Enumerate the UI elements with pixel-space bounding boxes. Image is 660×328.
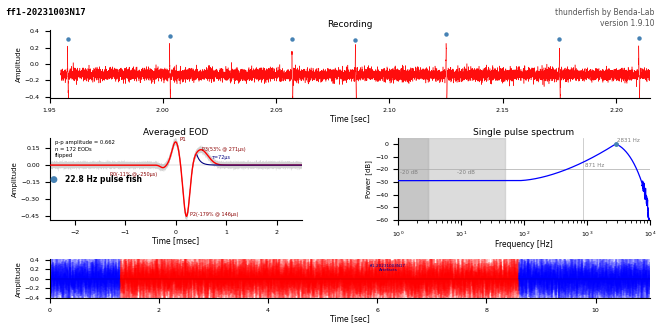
Text: -20 dB: -20 dB <box>457 170 475 175</box>
Text: -20 dB: -20 dB <box>400 170 418 175</box>
Text: P2(-179% @ 146μs): P2(-179% @ 146μs) <box>190 212 238 217</box>
Text: 871 Hz: 871 Hz <box>585 163 605 168</box>
X-axis label: Frequency [Hz]: Frequency [Hz] <box>495 240 553 249</box>
Text: flipped: flipped <box>55 153 73 158</box>
Y-axis label: Power [dB]: Power [dB] <box>366 160 372 198</box>
Text: 2831 Hz: 2831 Hz <box>617 138 640 143</box>
X-axis label: Time [msec]: Time [msec] <box>152 236 199 245</box>
Text: P0(-11% @ -250μs): P0(-11% @ -250μs) <box>110 173 157 177</box>
Bar <box>398 138 428 220</box>
Text: n = 172 EODs: n = 172 EODs <box>55 147 91 152</box>
Text: 22.8 Hz pulse fish: 22.8 Hz pulse fish <box>65 175 142 184</box>
Title: Averaged EOD: Averaged EOD <box>143 128 209 137</box>
Text: P3(53% @ 271μs): P3(53% @ 271μs) <box>202 147 246 152</box>
Y-axis label: Amplitude: Amplitude <box>12 161 18 197</box>
X-axis label: Time [sec]: Time [sec] <box>330 114 370 124</box>
Text: τ=72μs: τ=72μs <box>212 155 231 160</box>
Text: ff1-20231003N17: ff1-20231003N17 <box>5 8 86 17</box>
Text: P1: P1 <box>180 136 186 142</box>
Y-axis label: Amplitude: Amplitude <box>16 261 22 297</box>
Text: ●: ● <box>50 175 57 184</box>
X-axis label: Time [sec]: Time [sec] <box>330 315 370 324</box>
Bar <box>428 138 505 220</box>
Y-axis label: Amplitude: Amplitude <box>16 46 22 82</box>
Title: Recording: Recording <box>327 20 372 29</box>
Text: ff1-20231003N17
Artefacts: ff1-20231003N17 Artefacts <box>370 264 406 272</box>
Text: p-p amplitude = 0.662: p-p amplitude = 0.662 <box>55 140 115 145</box>
Text: thunderfish by Benda-Lab
version 1.9.10: thunderfish by Benda-Lab version 1.9.10 <box>555 8 655 28</box>
Title: Single pulse spectrum: Single pulse spectrum <box>473 128 574 137</box>
